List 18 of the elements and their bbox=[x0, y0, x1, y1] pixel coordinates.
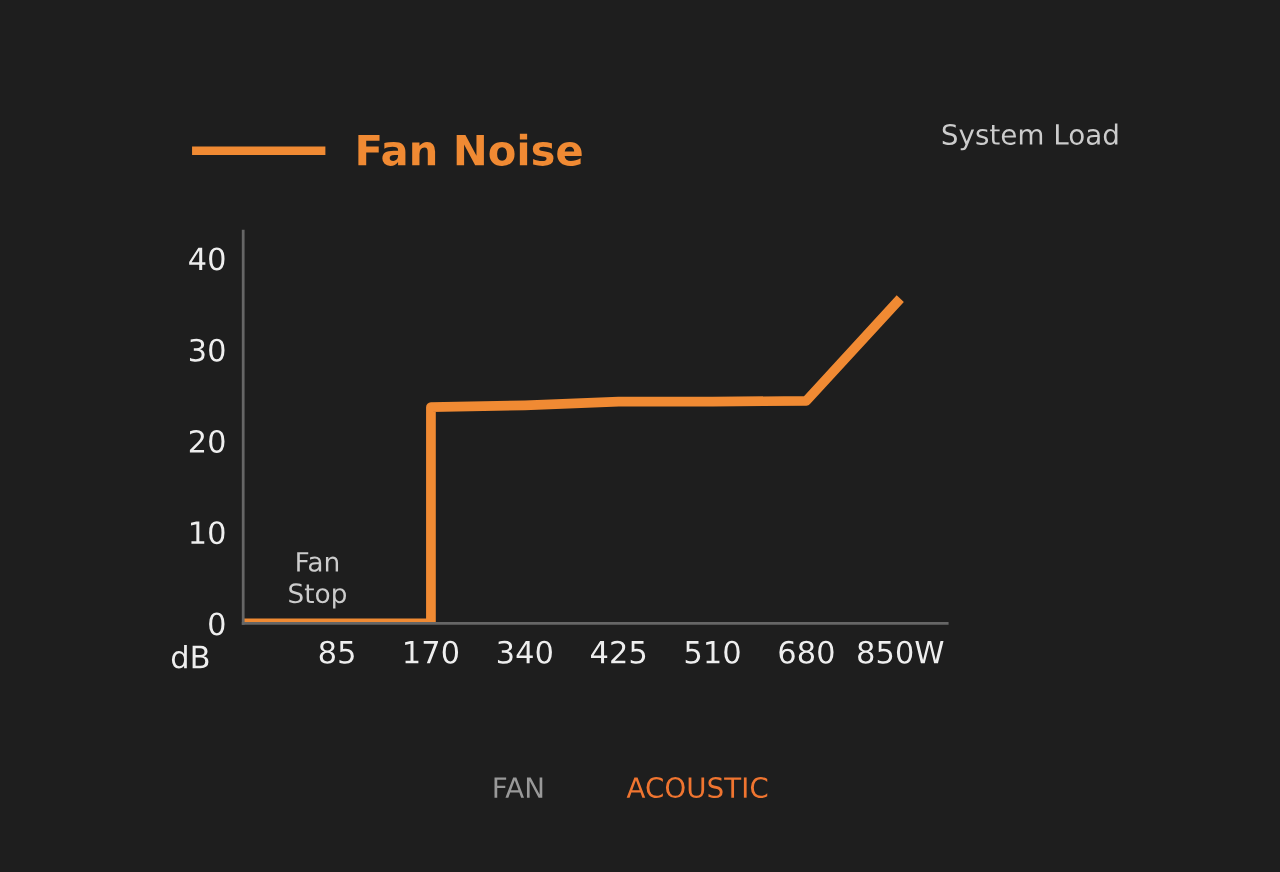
y-tick-label: 20 bbox=[189, 429, 225, 454]
text: FAN bbox=[494, 777, 543, 798]
y-tick-label: 0 bbox=[209, 612, 225, 636]
x-tick-label: 850W bbox=[858, 640, 944, 664]
x-tick-label: 340 bbox=[497, 640, 552, 664]
y-axis-title: dB bbox=[171, 644, 209, 669]
x-tick-label: 425 bbox=[591, 640, 646, 664]
x-tick-label: 170 bbox=[405, 640, 459, 664]
y-tick-label: 10 bbox=[191, 521, 225, 545]
y-tick-label: 30 bbox=[189, 338, 225, 362]
text: System Load bbox=[942, 123, 1118, 151]
y-tick-label: 40 bbox=[189, 247, 225, 271]
x-tick-label: 510 bbox=[685, 640, 740, 664]
legend-label: Fan Noise bbox=[358, 133, 582, 166]
annotation: Fan Stop bbox=[289, 552, 346, 609]
x-tick-label: 85 bbox=[319, 640, 354, 664]
x-tick-label: 680 bbox=[779, 640, 834, 664]
text: ACOUSTIC bbox=[626, 777, 768, 799]
